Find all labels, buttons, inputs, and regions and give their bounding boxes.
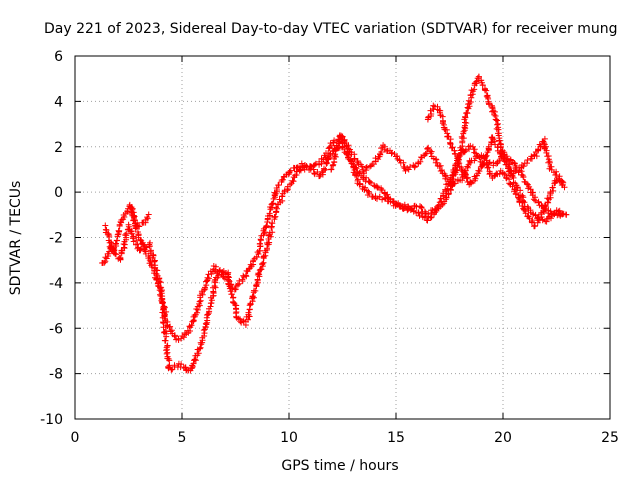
y-tick-label: 0 [54, 185, 63, 201]
series-satellite-track-5 [126, 201, 152, 230]
series-markers [99, 142, 566, 374]
series-markers [126, 201, 152, 230]
y-tick-label: 2 [54, 140, 63, 156]
grid-layer [75, 56, 610, 419]
series-markers [424, 102, 568, 191]
y-axis-label: SDTVAR / TECUs [8, 181, 24, 296]
series-satellite-track-4 [424, 102, 568, 191]
chart-title: Day 221 of 2023, Sidereal Day-to-day VTE… [44, 21, 618, 37]
x-axis-label: GPS time / hours [281, 458, 398, 474]
series-satellite-track-2 [99, 142, 566, 374]
y-tick-label: -10 [40, 412, 63, 428]
tick-layer: 0 5 10 15 20 25 -10 -8 -6 -4 -2 0 2 4 6 [40, 49, 619, 446]
x-tick-label: 10 [280, 430, 298, 446]
x-tick-label: 25 [601, 430, 619, 446]
x-tick-label: 5 [178, 430, 187, 446]
y-tick-label: -2 [49, 231, 63, 247]
x-tick-label: 0 [71, 430, 80, 446]
y-tick-label: -4 [49, 276, 63, 292]
y-tick-label: 6 [54, 49, 63, 65]
y-tick-label: 4 [54, 94, 63, 110]
y-tick-label: -6 [49, 321, 63, 337]
data-layer [99, 73, 570, 374]
x-tick-label: 15 [387, 430, 405, 446]
x-tick-label: 20 [494, 430, 512, 446]
y-tick-label: -8 [49, 367, 63, 383]
